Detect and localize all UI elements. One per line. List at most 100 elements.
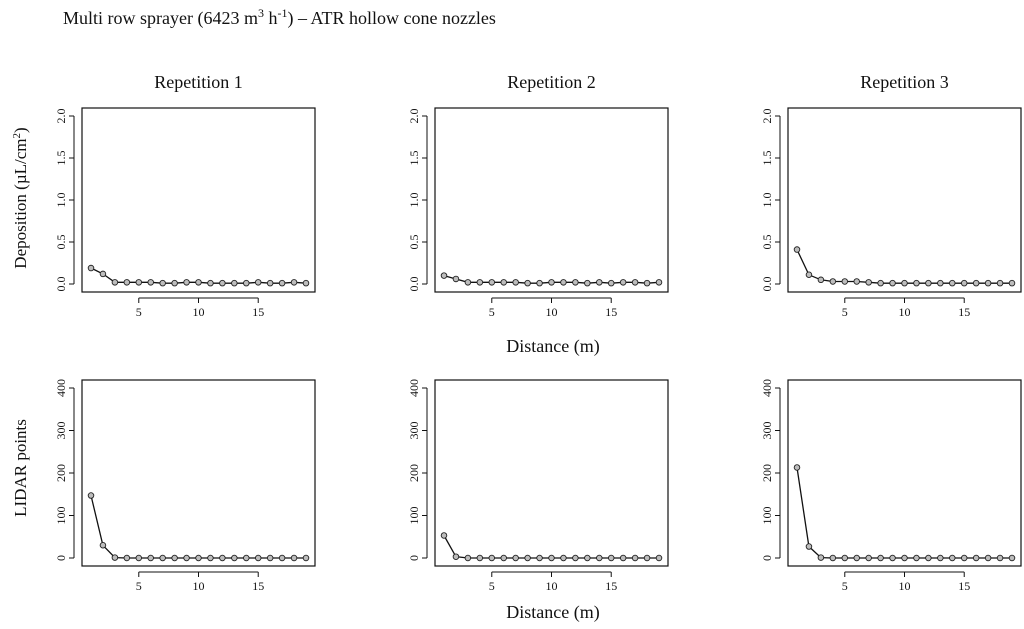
data-point xyxy=(302,279,310,287)
data-point xyxy=(793,246,801,253)
data-point xyxy=(290,279,298,286)
y-tick-label: 1.0 xyxy=(407,193,421,208)
data-point xyxy=(524,554,531,562)
data-point xyxy=(231,554,238,562)
y-tick-label: 200 xyxy=(760,464,774,482)
data-point xyxy=(960,554,968,562)
top-row-xlabel: Distance (m) xyxy=(506,336,599,357)
data-point xyxy=(984,279,992,287)
y-tick-label: 0.0 xyxy=(760,277,774,292)
data-point xyxy=(560,279,567,286)
y-tick-label: 1.5 xyxy=(54,151,68,166)
data-point xyxy=(949,279,956,287)
y-tick-label: 400 xyxy=(54,379,68,397)
data-point xyxy=(631,554,639,562)
data-point xyxy=(793,464,801,471)
data-point xyxy=(452,553,460,560)
data-point xyxy=(655,279,663,286)
data-point xyxy=(619,554,627,562)
panel-top-3: Repetition 3 0.0 0.5 1.0 1.5 2.0 5 10 15 xyxy=(760,72,1022,319)
x-tick-label: 10 xyxy=(193,579,205,593)
data-point xyxy=(440,272,448,279)
series-line xyxy=(796,249,1012,284)
data-point xyxy=(607,279,615,287)
data-point xyxy=(266,554,274,562)
y-tick-label: 0.0 xyxy=(407,277,421,292)
data-point xyxy=(159,279,166,287)
data-point xyxy=(243,554,250,562)
y-tick-label: 0.5 xyxy=(54,235,68,250)
data-point xyxy=(243,279,250,287)
data-point xyxy=(464,554,472,562)
data-point xyxy=(655,554,663,562)
data-point xyxy=(111,554,119,561)
data-point xyxy=(913,554,920,562)
data-point xyxy=(841,278,849,285)
data-point xyxy=(548,554,555,562)
data-point xyxy=(488,554,496,562)
data-point xyxy=(937,279,944,287)
data-point xyxy=(183,554,190,562)
x-tick-label: 15 xyxy=(958,305,970,319)
data-point xyxy=(853,554,860,562)
series-line xyxy=(796,467,1012,559)
x-tick-label: 10 xyxy=(899,579,911,593)
data-point xyxy=(829,554,837,562)
data-point xyxy=(488,279,496,286)
y-tick-label: 400 xyxy=(407,379,421,397)
data-point xyxy=(829,278,837,285)
plot-frame xyxy=(81,107,316,293)
data-point xyxy=(937,554,944,562)
y-tick-label: 400 xyxy=(760,379,774,397)
chart-panels: Repetition 1 0.0 0.5 1.0 1.5 2.0 5 10 15 Repetiti… xyxy=(54,72,1022,593)
plot-frame xyxy=(434,107,669,293)
y-tick-label: 200 xyxy=(54,464,68,482)
data-point xyxy=(949,554,956,562)
data-point xyxy=(207,554,214,562)
data-point xyxy=(87,492,95,499)
data-point xyxy=(877,279,884,287)
data-point xyxy=(877,554,884,562)
top-row-ylabel: Deposition (µL/cm2) xyxy=(11,127,30,268)
data-point xyxy=(254,554,262,562)
y-tick-label: 2.0 xyxy=(54,109,68,124)
y-tick-label: 100 xyxy=(407,507,421,525)
data-point xyxy=(231,279,238,287)
panel-bottom-1: 0 100 200 300 400 5 10 15 xyxy=(54,379,316,593)
data-point xyxy=(536,279,543,287)
x-tick-label: 5 xyxy=(489,305,495,319)
x-tick-label: 10 xyxy=(546,579,558,593)
data-point xyxy=(135,279,143,286)
data-point xyxy=(643,279,651,287)
data-point xyxy=(171,279,178,287)
data-point xyxy=(290,554,298,562)
x-tick-label: 15 xyxy=(605,579,617,593)
data-point xyxy=(1008,279,1016,287)
bottom-row-ylabel: LIDAR points xyxy=(11,419,30,517)
data-point xyxy=(596,279,603,286)
panel-title: Repetition 2 xyxy=(507,72,596,92)
data-point xyxy=(913,279,920,287)
data-point xyxy=(853,278,860,285)
data-point xyxy=(960,279,968,287)
x-tick-label: 10 xyxy=(899,305,911,319)
x-tick-label: 5 xyxy=(842,305,848,319)
data-point xyxy=(452,275,460,283)
data-point xyxy=(584,554,591,562)
x-tick-label: 5 xyxy=(842,579,848,593)
data-point xyxy=(195,554,202,562)
panel-title: Repetition 1 xyxy=(154,72,243,92)
y-tick-label: 0.0 xyxy=(54,277,68,292)
y-tick-label: 300 xyxy=(407,422,421,440)
data-point xyxy=(865,279,872,286)
data-point xyxy=(524,279,531,287)
data-point xyxy=(147,279,154,286)
data-point xyxy=(925,554,932,562)
data-point xyxy=(183,279,190,286)
data-point xyxy=(500,554,507,562)
y-tick-label: 0 xyxy=(407,555,421,561)
series-line xyxy=(90,495,306,559)
data-point xyxy=(87,264,95,272)
y-tick-label: 0 xyxy=(54,555,68,561)
